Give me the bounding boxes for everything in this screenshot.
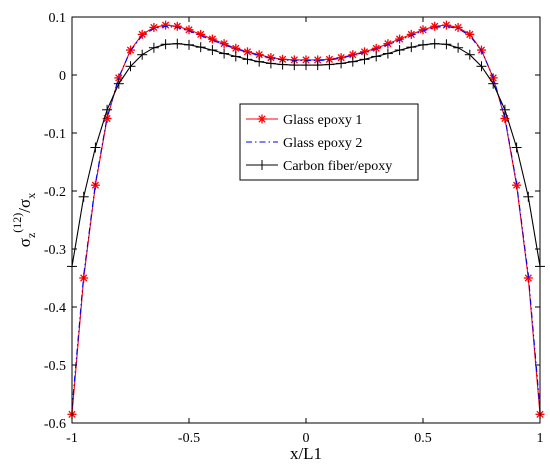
y-label-sigma: σ [15, 238, 34, 247]
series-3-point [312, 60, 323, 71]
series-3-point [476, 61, 487, 72]
series-1-point [383, 39, 393, 49]
series-3-point [219, 48, 230, 59]
legend-label-1: Glass epoxy 1 [283, 113, 362, 128]
series-3-point [523, 191, 534, 202]
series-3-point [418, 39, 428, 50]
series-3-point [429, 38, 440, 49]
series-1-point [418, 25, 428, 35]
series-3-point [511, 142, 522, 153]
series-3-point [102, 104, 113, 115]
x-tick-label: -1 [66, 431, 78, 446]
svg-text:σz(12)/σx: σz(12)/σx [10, 193, 38, 247]
x-tick-label: 1 [537, 431, 544, 446]
series-3-point [148, 42, 159, 53]
legend-label-2: Glass epoxy 2 [283, 136, 362, 151]
series-1-point [395, 34, 405, 44]
series-1-point [184, 25, 194, 35]
series-line-2 [71, 25, 541, 409]
x-axis-label: x/L1 [290, 444, 322, 463]
series-3-point [336, 58, 347, 69]
y-tick-label: -0.3 [44, 243, 66, 258]
series-3-point [499, 104, 510, 115]
y-label-sigma-x: σ [15, 199, 34, 208]
series-1-point [219, 39, 229, 49]
legend: Glass epoxy 1 Glass epoxy 2 Carbon fiber/e… [239, 103, 419, 181]
x-tick-label: 0.5 [414, 431, 432, 446]
series-3-point [207, 45, 218, 56]
legend-item-2: Glass epoxy 2 [246, 136, 362, 151]
series-3-point [78, 191, 89, 202]
series-3-point [394, 45, 405, 56]
legend-label-3: Carbon fiber/epoxy [283, 159, 392, 174]
y-axis-label: σz(12)/σx [10, 193, 38, 247]
series-3-point [265, 58, 276, 69]
x-tick-label: 0 [303, 431, 310, 446]
series-3-point [230, 51, 241, 62]
series-3-point [242, 54, 253, 65]
legend-item-1: Glass epoxy 1 [246, 113, 362, 128]
legend-marker-1 [257, 114, 267, 124]
y-tick-label: -0.2 [44, 185, 66, 200]
legend-marker-3 [257, 160, 267, 170]
series-3-point [113, 78, 124, 89]
series-3-point [488, 78, 499, 89]
plot-area [67, 20, 545, 419]
series-1-point [172, 21, 182, 31]
series-1-point [406, 29, 416, 39]
series-3-point [441, 39, 452, 50]
series-1-point [90, 180, 100, 190]
y-tick-label: -0.6 [44, 417, 66, 432]
y-label-sub-z: z [24, 233, 38, 238]
series-3-point [371, 51, 382, 62]
series-1-point [453, 22, 463, 32]
series-3-point [277, 59, 288, 70]
series-3-point [359, 54, 370, 65]
series-1-point [336, 53, 346, 63]
y-tick-label: -0.1 [44, 127, 66, 142]
series-1-point [465, 29, 475, 39]
plot-frame [71, 16, 541, 424]
series-1-point [430, 21, 440, 31]
legend-item-3: Carbon fiber/epoxy [246, 159, 392, 174]
series-3-point [301, 60, 311, 71]
series-3-point [137, 49, 148, 60]
series-3-point [453, 42, 464, 53]
y-tick-label: 0 [59, 69, 66, 84]
series-1-point [137, 29, 147, 39]
series-3-point [254, 56, 265, 67]
series-1-point [360, 47, 369, 57]
series-3-point [184, 39, 194, 50]
y-label-sub-x: x [24, 193, 38, 199]
y-label-sup-12: (12) [10, 213, 24, 233]
series-1-point [441, 20, 451, 30]
series-3-point [90, 142, 101, 153]
y-tick-label: -0.4 [44, 301, 66, 316]
series-3-point [172, 38, 183, 49]
series-3-point [195, 42, 206, 53]
series-3-point [347, 56, 358, 67]
series-3-point [464, 49, 475, 60]
series-3-point [382, 48, 393, 59]
series-line-1 [71, 24, 541, 415]
x-tick-label: -0.5 [178, 431, 200, 446]
series-1-point [523, 273, 533, 283]
series-3-point [406, 42, 417, 53]
series-3-point [324, 59, 335, 70]
axes: -1 -0.5 0 0.5 1 0.1 0 -0.1 -0.2 -0.3 -0.4 -0.5 -0.6 [44, 11, 544, 446]
series-3-point [125, 61, 136, 72]
series-1-point [161, 20, 171, 30]
y-tick-label: -0.5 [44, 359, 66, 374]
y-tick-label: 0.1 [49, 11, 67, 26]
series-3-point [160, 39, 171, 50]
y-label-slash: / [15, 208, 34, 213]
series-3-point [289, 60, 300, 71]
